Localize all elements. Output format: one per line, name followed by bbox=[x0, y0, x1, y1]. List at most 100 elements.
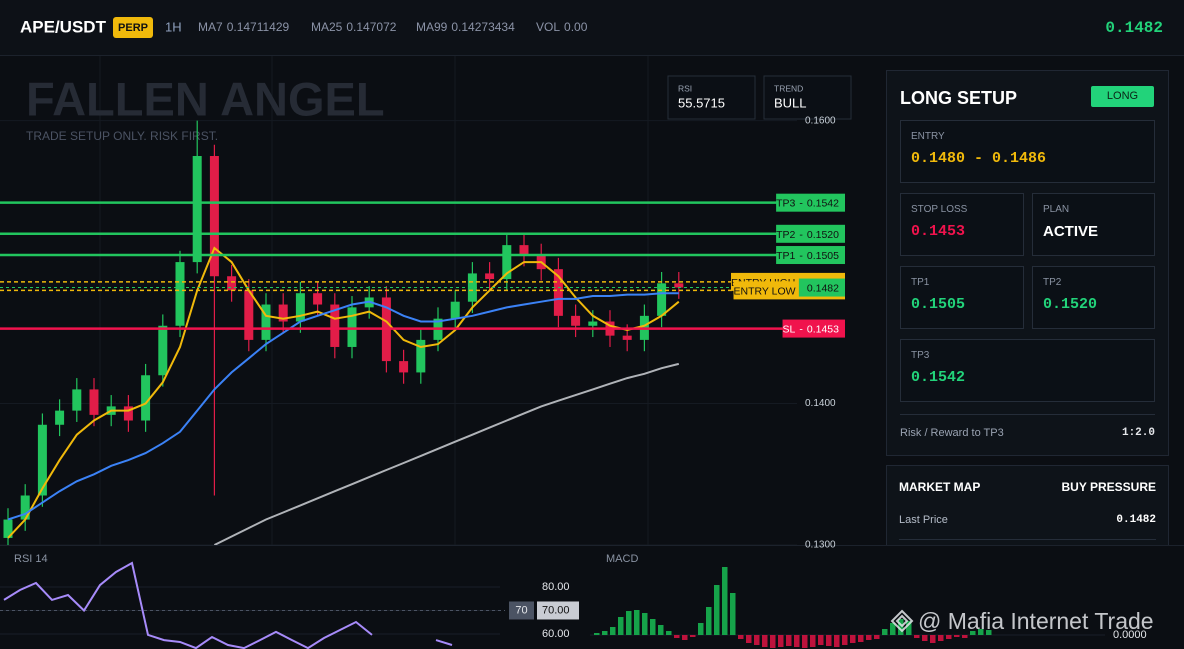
header-stat: MA99 0.14273434 bbox=[416, 20, 515, 34]
tp3-value: 0.1542 bbox=[911, 369, 966, 386]
macd-bar bbox=[962, 635, 968, 638]
macd-bar bbox=[618, 617, 624, 635]
candle-body bbox=[158, 325, 168, 376]
candle-body bbox=[175, 262, 185, 326]
candle-body bbox=[244, 290, 254, 340]
y-tick-label: 0.1400 bbox=[805, 398, 836, 409]
level-label-part: 0.1453 bbox=[807, 323, 839, 335]
candle-body bbox=[571, 315, 581, 326]
level-label-part: 0.1542 bbox=[807, 197, 839, 209]
level-label-part: ENTRY LOW bbox=[734, 285, 796, 297]
macd-bar bbox=[666, 631, 672, 635]
macd-bar bbox=[914, 635, 920, 638]
market-status: BUY PRESSURE bbox=[1061, 480, 1156, 494]
level-label-part: TP2 bbox=[776, 229, 795, 241]
y-tick-label: 0.1600 bbox=[805, 115, 836, 126]
candle-body bbox=[347, 307, 357, 347]
macd-bar bbox=[810, 635, 816, 647]
macd-bar bbox=[762, 635, 768, 647]
entry-value: 0.1480 - 0.1486 bbox=[911, 150, 1047, 167]
entry-box: ENTRY 0.1480 - 0.1486 bbox=[900, 120, 1155, 183]
macd-bar bbox=[746, 635, 752, 643]
candle-body bbox=[416, 339, 426, 373]
last-price-label: Last Price bbox=[899, 514, 948, 526]
level-label-part: - bbox=[799, 250, 803, 262]
stat-label: MA7 bbox=[198, 20, 223, 34]
candle-body bbox=[622, 335, 632, 340]
macd-bar bbox=[834, 635, 840, 647]
rsi-title: RSI 14 bbox=[14, 553, 48, 565]
macd-bar bbox=[866, 635, 872, 640]
macd-bar bbox=[730, 593, 736, 635]
rsi-clip bbox=[3, 561, 453, 649]
macd-bar bbox=[954, 635, 960, 637]
macd-bar bbox=[754, 635, 760, 645]
moving-average bbox=[7, 246, 680, 539]
setup-panel: LONG SETUP LONG ENTRY 0.1480 - 0.1486 ST… bbox=[886, 70, 1169, 456]
tp1-label: TP1 bbox=[911, 277, 930, 288]
macd-bar bbox=[610, 627, 616, 635]
level-label-box bbox=[776, 246, 845, 265]
macd-title: MACD bbox=[606, 553, 638, 565]
plan-box: PLAN ACTIVE bbox=[1032, 193, 1155, 256]
tp2-box: TP2 0.1520 bbox=[1032, 266, 1155, 329]
level-label-part: - bbox=[799, 197, 803, 209]
indicator-value: BULL bbox=[774, 95, 807, 110]
candle-body bbox=[72, 389, 82, 411]
interval: 1H bbox=[165, 19, 182, 34]
stat-label: MA99 bbox=[416, 20, 448, 34]
ref-badge bbox=[509, 601, 534, 620]
stat-value: 0.14711429 bbox=[227, 20, 290, 34]
plan-value: ACTIVE bbox=[1043, 223, 1099, 240]
tp3-box: TP3 0.1542 bbox=[900, 339, 1155, 402]
macd-bar bbox=[682, 635, 688, 640]
candle-body bbox=[553, 269, 563, 316]
macd-bar bbox=[898, 619, 904, 635]
level-label: TP2-0.1520 bbox=[776, 224, 845, 243]
macd-bar bbox=[706, 607, 712, 635]
macd-bar bbox=[978, 629, 984, 635]
indicator-box bbox=[667, 75, 756, 120]
candle-body bbox=[261, 304, 271, 340]
macd-bar bbox=[674, 635, 680, 638]
last-price-label: 0.1482 bbox=[798, 278, 845, 297]
moving-average bbox=[7, 292, 679, 521]
indicator-value: 55.5715 bbox=[678, 95, 725, 110]
macd-bar bbox=[986, 630, 992, 635]
y-tick-label: 60.00 bbox=[542, 628, 570, 640]
macd-bar bbox=[938, 635, 944, 641]
macd-bar bbox=[850, 635, 856, 643]
candle-body bbox=[278, 304, 288, 322]
level-label-box bbox=[776, 224, 845, 243]
candle-body bbox=[295, 293, 305, 322]
macd-bar bbox=[714, 585, 720, 635]
macd-bar bbox=[922, 635, 928, 641]
watermark-logo bbox=[890, 609, 914, 633]
candle-body bbox=[55, 410, 65, 425]
candle-body bbox=[467, 273, 477, 302]
symbol: APE/USDT bbox=[20, 17, 107, 36]
header-stat: MA7 0.14711429 bbox=[198, 20, 290, 34]
macd-bar bbox=[770, 635, 776, 648]
stat-value: 0.00 bbox=[564, 20, 588, 34]
candle-body bbox=[399, 361, 409, 373]
candle-body bbox=[313, 293, 323, 305]
market-map-title: MARKET MAP bbox=[899, 480, 981, 494]
macd-bar bbox=[826, 635, 832, 646]
stop-box: STOP LOSS 0.1453 bbox=[900, 193, 1024, 256]
candle-body bbox=[89, 389, 99, 415]
macd-bar bbox=[626, 611, 632, 635]
level-label-box bbox=[776, 193, 845, 212]
level-label: SL -0.1453 bbox=[782, 319, 845, 338]
rr-value: 1:2.0 bbox=[1121, 427, 1155, 439]
divider bbox=[899, 539, 1156, 540]
macd-bar bbox=[842, 635, 848, 645]
candle-body bbox=[227, 276, 237, 291]
tp1-box: TP1 0.1505 bbox=[900, 266, 1024, 329]
candle-body bbox=[502, 245, 512, 280]
setup-title: LONG SETUP bbox=[900, 88, 1018, 108]
macd-bar bbox=[858, 635, 864, 642]
tp3-label: TP3 bbox=[911, 350, 930, 361]
entry-label: ENTRY bbox=[911, 131, 945, 142]
